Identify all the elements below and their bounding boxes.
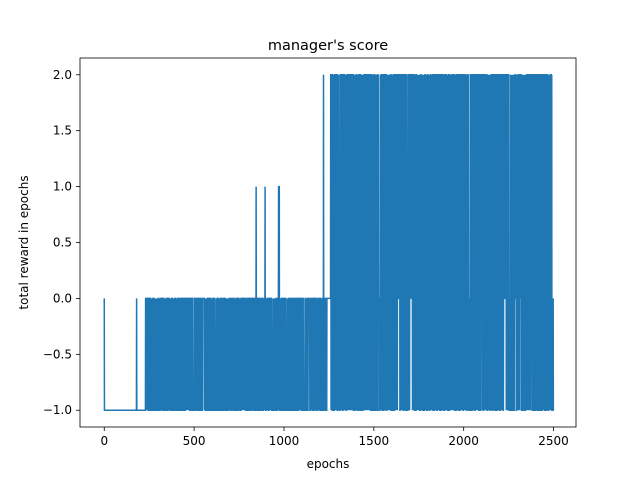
y-axis-ticks: −1.0 −0.5 0.0 0.5 1.0 1.5 2.0: [43, 68, 80, 417]
y-tick-label: 1.5: [53, 124, 72, 138]
x-tick-label: 1500: [359, 434, 390, 448]
x-tick-label: 0: [100, 434, 108, 448]
y-tick-label: −1.0: [43, 403, 72, 417]
y-tick-label: 0.0: [53, 291, 72, 305]
y-axis-label: total reward in epochs: [17, 175, 31, 309]
y-tick-label: 0.5: [53, 236, 72, 250]
y-tick-label: 2.0: [53, 68, 72, 82]
x-tick-label: 2500: [538, 434, 569, 448]
series-line: [103, 74, 555, 411]
y-tick-label: 1.0: [53, 180, 72, 194]
x-tick-label: 2000: [448, 434, 479, 448]
x-axis-label: epochs: [307, 457, 350, 471]
x-axis-ticks: 0 500 1000 1500 2000 2500: [100, 427, 569, 448]
y-tick-label: −0.5: [43, 347, 72, 361]
chart-title: manager's score: [268, 38, 388, 54]
series-layer: [103, 74, 555, 411]
x-tick-label: 500: [183, 434, 206, 448]
x-tick-label: 1000: [269, 434, 300, 448]
